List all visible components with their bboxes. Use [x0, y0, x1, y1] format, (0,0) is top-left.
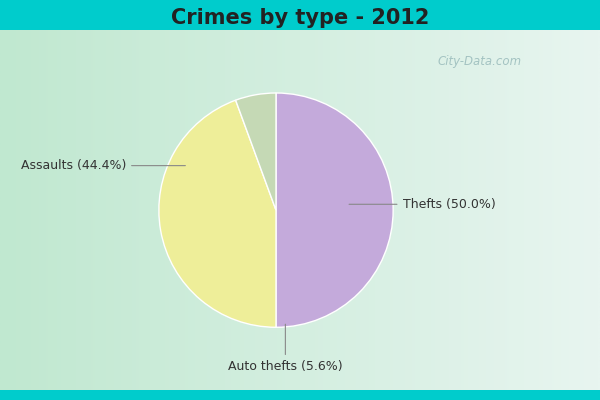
Text: City-Data.com: City-Data.com — [438, 56, 522, 68]
Wedge shape — [276, 93, 393, 327]
Wedge shape — [236, 93, 276, 210]
Wedge shape — [159, 100, 276, 327]
Text: Auto thefts (5.6%): Auto thefts (5.6%) — [228, 324, 343, 373]
Text: Crimes by type - 2012: Crimes by type - 2012 — [171, 8, 429, 28]
Text: Assaults (44.4%): Assaults (44.4%) — [20, 159, 185, 172]
Text: Thefts (50.0%): Thefts (50.0%) — [349, 198, 495, 211]
